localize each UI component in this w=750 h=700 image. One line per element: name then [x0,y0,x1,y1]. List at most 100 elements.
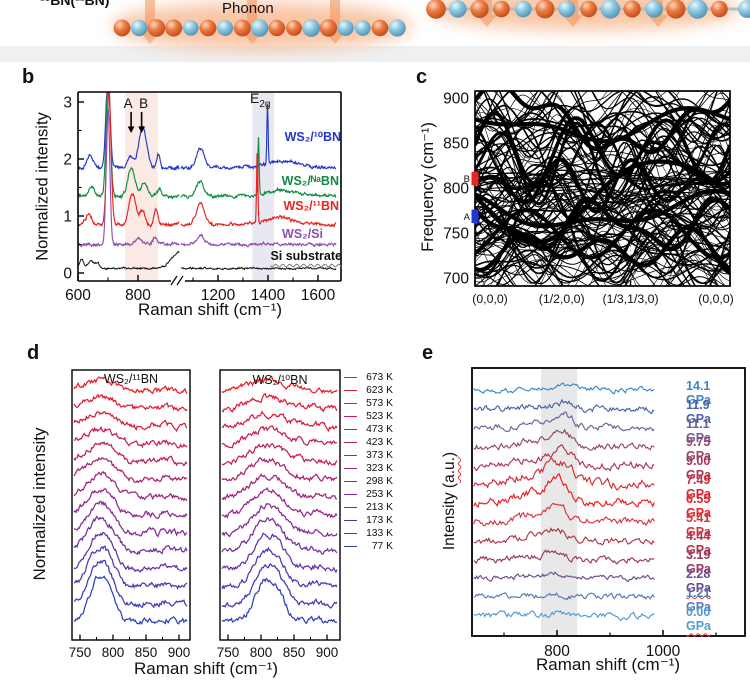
legend-item: 523 K [344,411,393,422]
svg-text:800: 800 [102,645,125,660]
legend-label: 323 K [366,462,393,474]
series-label: Si substrate [270,249,342,263]
legend-swatch [344,376,357,378]
pressure-value: 0.00 [686,604,711,619]
svg-text:(0,0,0): (0,0,0) [472,292,508,306]
svg-text:800: 800 [125,287,151,304]
bn-isotope-label: ¹⁰BN(¹¹BN) [40,0,110,8]
legend-label: 253 K [366,488,393,500]
pressure-value: 11.9 [686,397,710,412]
svg-text:B: B [464,174,470,185]
legend-item: 323 K [344,463,393,474]
legend-swatch [344,389,357,391]
svg-text:850: 850 [283,645,306,660]
panel-d-letter: d [27,342,40,364]
svg-text:0: 0 [63,266,72,283]
series-label: WS₂/ᴺᵃBN [281,174,339,188]
svg-text:A: A [124,96,133,111]
pressure-value: 4.44 [686,529,711,544]
pressure-label: 11.1 GPa [686,417,718,445]
legend-swatch [344,520,357,522]
pressure-label: 3.19 GPa [686,548,718,576]
legend-item: 253 K [344,489,393,500]
svg-text:750: 750 [69,645,92,660]
svg-text:(1/3,1/3,0): (1/3,1/3,0) [603,292,659,306]
legend-label: 573 K [366,397,393,409]
legend-item: 673 K [344,372,393,383]
legend-label: 133 K [366,528,393,540]
svg-text:750: 750 [443,226,469,243]
legend-label: 77 K [371,541,393,553]
svg-text:800: 800 [250,645,273,660]
svg-text:900: 900 [443,91,469,108]
pressure-unit: GPa [686,430,712,445]
svg-text:(1/2,0,0): (1/2,0,0) [539,292,585,306]
panel-e-xlabel: Raman shift (cm⁻¹) [535,655,681,674]
pressure-label: 14.1 GPa [686,379,718,407]
pressure-value: 6.55 [686,491,711,506]
pressure-unit: GPa [686,393,712,407]
legend-swatch [344,441,357,443]
svg-text:850: 850 [443,136,469,153]
svg-text:850: 850 [135,645,158,660]
pressure-label: 1.21 GPa [686,586,718,614]
legend-label: 523 K [366,410,393,422]
legend-swatch [344,533,357,535]
svg-text:600: 600 [65,287,91,304]
pressure-label: 9.00 GPa [686,454,718,482]
panel-d-xlabel: Raman shift (cm⁻¹) [133,659,279,678]
panel-e-ylabel-au: a.u. [441,457,458,483]
pressure-unit: GPa [686,581,712,595]
pressure-label: 6.55 GPa [686,492,718,520]
legend-item: 473 K [344,424,393,435]
panel-d-subplot1-title: WS₂/¹¹BN [103,372,159,386]
pressure-label: 4.44 GPa [686,529,718,557]
panel-c-letter: c [416,66,428,88]
legend-swatch [344,402,357,404]
pressure-value: 2.28 [686,567,711,581]
series-label: WS₂/Si [282,227,323,241]
legend-swatch [344,493,357,495]
svg-text:A: A [464,212,471,223]
svg-text:750: 750 [217,645,240,660]
pressure-unit: GPa [686,618,712,633]
pressure-unit: GPa [686,449,712,464]
panel-d-ylabel: Normalized intensity [30,427,49,581]
svg-text:3: 3 [63,95,72,112]
pressure-value: 11.1 [686,416,710,431]
e2g-peak-label: E2g [250,90,270,110]
panel-e-letter: e [422,342,434,364]
svg-text:1: 1 [63,209,72,226]
panel-c-ylabel: Frequency (cm⁻¹) [419,122,437,252]
pressure-value: 1.21 [686,585,711,600]
svg-text:B: B [139,96,148,111]
pressure-value: 14.1 [686,379,711,393]
legend-item: 173 K [344,515,393,526]
legend-item: 77 K [344,541,393,552]
pressure-value: 9.00 [686,454,711,469]
legend-label: 373 K [366,449,393,461]
pressure-unit: GPa [686,487,712,501]
phonon-label: Phonon [222,0,274,17]
pressure-unit: GPa [686,543,712,558]
legend-swatch [344,507,357,508]
legend-swatch [344,428,357,430]
series-label: WS₂/¹⁰BN [284,130,341,144]
legend-item: 213 K [344,502,393,513]
legend-swatch [344,480,357,482]
pressure-label: 2.28 GPa [686,567,718,595]
pressure-value: 3.19 [686,548,711,563]
legend-item: 423 K [344,437,393,448]
pressure-value: 9.75 [686,435,711,450]
svg-text:800: 800 [544,643,570,660]
svg-text:1200: 1200 [201,287,236,304]
svg-text:800: 800 [443,181,469,198]
legend-swatch [344,454,357,456]
pressure-unit: GPa [686,505,712,520]
e2g-main: E [250,90,260,106]
panel-b-ylabel: Normalized intensity [33,112,52,261]
